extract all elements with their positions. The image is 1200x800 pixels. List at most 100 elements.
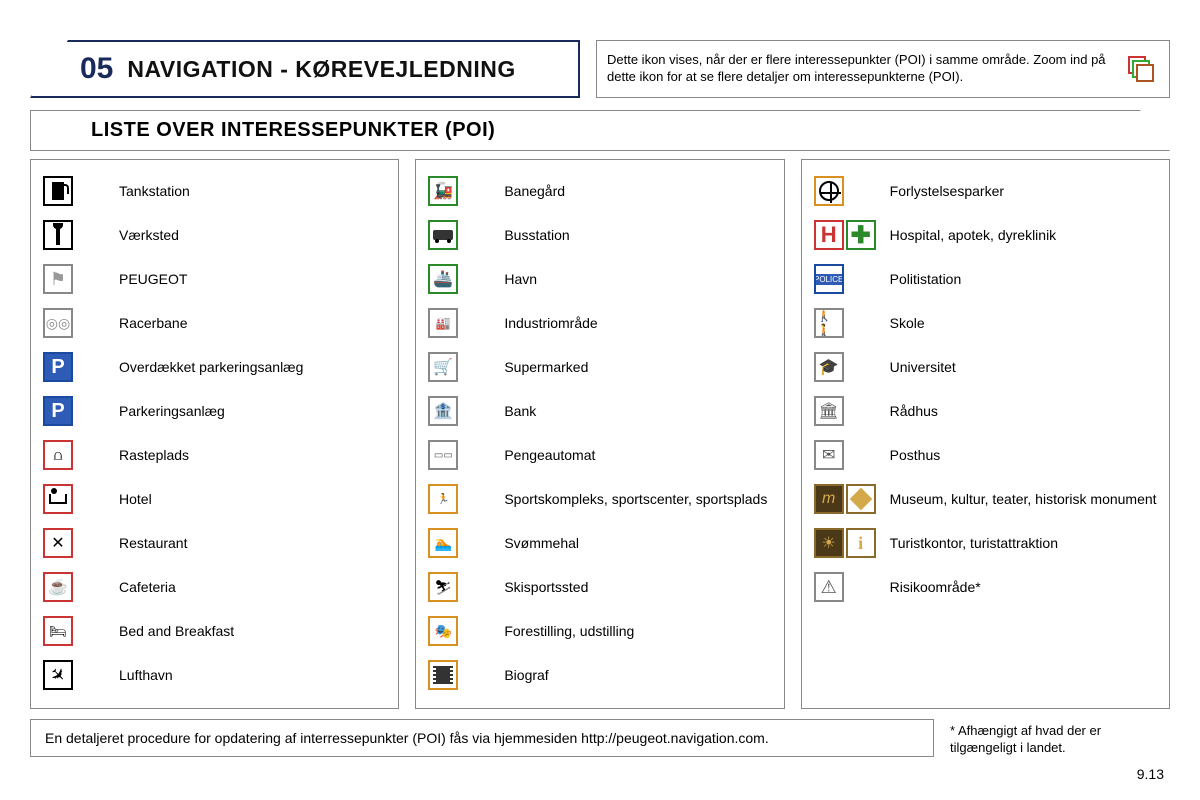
poi-row: Tankstation <box>43 170 386 212</box>
factory-icon: 🏭 <box>428 308 458 338</box>
poi-label: Rasteplads <box>119 447 189 464</box>
poi-icon-group: 🏃 <box>428 484 494 514</box>
poi-label: Biograf <box>504 667 548 684</box>
plane-icon: ✈ <box>43 660 73 690</box>
h-letter-icon: H <box>814 220 844 250</box>
m-museum-icon: m <box>814 484 844 514</box>
poi-label: Skole <box>890 315 925 332</box>
poi-icon-group: 🎭 <box>428 616 494 646</box>
ship-icon: 🚢 <box>428 264 458 294</box>
poi-row: 🛏 Bed and Breakfast <box>43 610 386 652</box>
poi-row: 🛒Supermarked <box>428 346 771 388</box>
poi-row: PParkeringsanlæg <box>43 390 386 432</box>
poi-label: Forlystelsesparker <box>890 183 1004 200</box>
poi-icon-group: 🛏 <box>43 616 109 646</box>
ski-icon: ⛷ <box>428 572 458 602</box>
poi-row: 🎓 Universitet <box>814 346 1157 388</box>
poi-row: Hotel <box>43 478 386 520</box>
sport-icon: 🏃 <box>428 484 458 514</box>
poi-label: Posthus <box>890 447 941 464</box>
poi-label: Industriområde <box>504 315 597 332</box>
poi-label: Sportskompleks, sportscenter, sportsplad… <box>504 491 767 508</box>
poi-label: Museum, kultur, teater, historisk monume… <box>890 491 1157 508</box>
page-number: 9.13 <box>1137 766 1164 782</box>
bb-icon: 🛏 <box>43 616 73 646</box>
poi-label: Hotel <box>119 491 152 508</box>
bank-icon: 🏦 <box>428 396 458 426</box>
people-icon: 🚶🚶 <box>814 308 844 338</box>
section-title: NAVIGATION - KØREVEJLEDNING <box>127 56 515 83</box>
poi-icon-group <box>43 176 109 206</box>
wheel-icon <box>814 176 844 206</box>
poi-icon-group: P <box>43 352 109 382</box>
train-icon: 🚂 <box>428 176 458 206</box>
poi-row: 🚂 Banegård <box>428 170 771 212</box>
poi-row: 🎭 Forestilling, udstilling <box>428 610 771 652</box>
poi-label: Banegård <box>504 183 565 200</box>
poi-column: 🚂BanegårdBusstation🚢Havn🏭Industriområde🛒… <box>415 159 784 709</box>
poi-row: ⚑PEUGEOT <box>43 258 386 300</box>
poi-row: ☕Cafeteria <box>43 566 386 608</box>
poi-row: ✉ Posthus <box>814 434 1157 476</box>
pump-icon <box>43 176 73 206</box>
picnic-icon: ⩍ <box>43 440 73 470</box>
poi-column: TankstationVærksted⚑PEUGEOT◎◎RacerbanePO… <box>30 159 399 709</box>
section-title-box: 05 NAVIGATION - KØREVEJLEDNING <box>30 40 580 98</box>
swim-icon: 🏊 <box>428 528 458 558</box>
poi-label: Busstation <box>504 227 569 244</box>
police-icon: POLICE <box>814 264 844 294</box>
poi-label: Forestilling, udstilling <box>504 623 634 640</box>
tri-icon: ⚠ <box>814 572 844 602</box>
poi-icon-group: ☀i <box>814 528 880 558</box>
poi-row: Forlystelsesparker <box>814 170 1157 212</box>
subtitle-bar: LISTE OVER INTERESSEPUNKTER (POI) <box>30 110 1170 151</box>
fork-icon: ✕ <box>43 528 73 558</box>
footer-note: En detaljeret procedure for opdatering a… <box>30 719 934 757</box>
poi-icon-group: ⚠ <box>814 572 880 602</box>
poi-row: 🏃 Sportskompleks, sportscenter, sportspla… <box>428 478 771 520</box>
poi-icon-group: ◎◎ <box>43 308 109 338</box>
bed-icon <box>43 484 73 514</box>
poi-icon-group: 🏭 <box>428 308 494 338</box>
poi-icon-group: ✕ <box>43 528 109 558</box>
poi-label: Bed and Breakfast <box>119 623 234 640</box>
poi-label: Universitet <box>890 359 956 376</box>
cart-icon: 🛒 <box>428 352 458 382</box>
poi-label: Lufthavn <box>119 667 173 684</box>
poi-row: Værksted <box>43 214 386 256</box>
poi-row: 🏦Bank <box>428 390 771 432</box>
multi-poi-icon <box>1123 51 1159 87</box>
poi-icon-group: 🏛 <box>814 396 880 426</box>
poi-row: Busstation <box>428 214 771 256</box>
footnote: * Afhængigt af hvad der er tilgængeligt … <box>950 719 1170 757</box>
poi-row: POLICEPolitistation <box>814 258 1157 300</box>
poi-label: PEUGEOT <box>119 271 187 288</box>
poi-label: Svømmehal <box>504 535 579 552</box>
poi-row: ⩍ Rasteplads <box>43 434 386 476</box>
poi-icon-group: H✚ <box>814 220 880 250</box>
film-icon <box>428 660 458 690</box>
poi-icon-group: 🏊 <box>428 528 494 558</box>
poi-label: Pengeautomat <box>504 447 595 464</box>
poi-icon-group <box>814 176 880 206</box>
poi-row: 🏛 Rådhus <box>814 390 1157 432</box>
cross-icon: ✚ <box>846 220 876 250</box>
poi-icon-group: 🛒 <box>428 352 494 382</box>
masks-icon: 🎭 <box>428 616 458 646</box>
poi-icon-group: 🏦 <box>428 396 494 426</box>
poi-label: Restaurant <box>119 535 187 552</box>
poi-icon-group: 🎓 <box>814 352 880 382</box>
poi-icon-group: ▭▭ <box>428 440 494 470</box>
poi-icon-group <box>43 484 109 514</box>
info-text: Dette ikon vises, når der er flere inter… <box>607 52 1113 86</box>
poi-label: Rådhus <box>890 403 938 420</box>
poi-icon-group: m <box>814 484 880 514</box>
poi-icon-group: ⛷ <box>428 572 494 602</box>
poi-label: Skisportssted <box>504 579 588 596</box>
poi-row: ☀iTuristkontor, turistattraktion <box>814 522 1157 564</box>
poi-row: ✈ Lufthavn <box>43 654 386 696</box>
poi-icon-group: ✉ <box>814 440 880 470</box>
poi-icon-group: POLICE <box>814 264 880 294</box>
poi-row: 🏭 Industriområde <box>428 302 771 344</box>
poi-label: Racerbane <box>119 315 188 332</box>
